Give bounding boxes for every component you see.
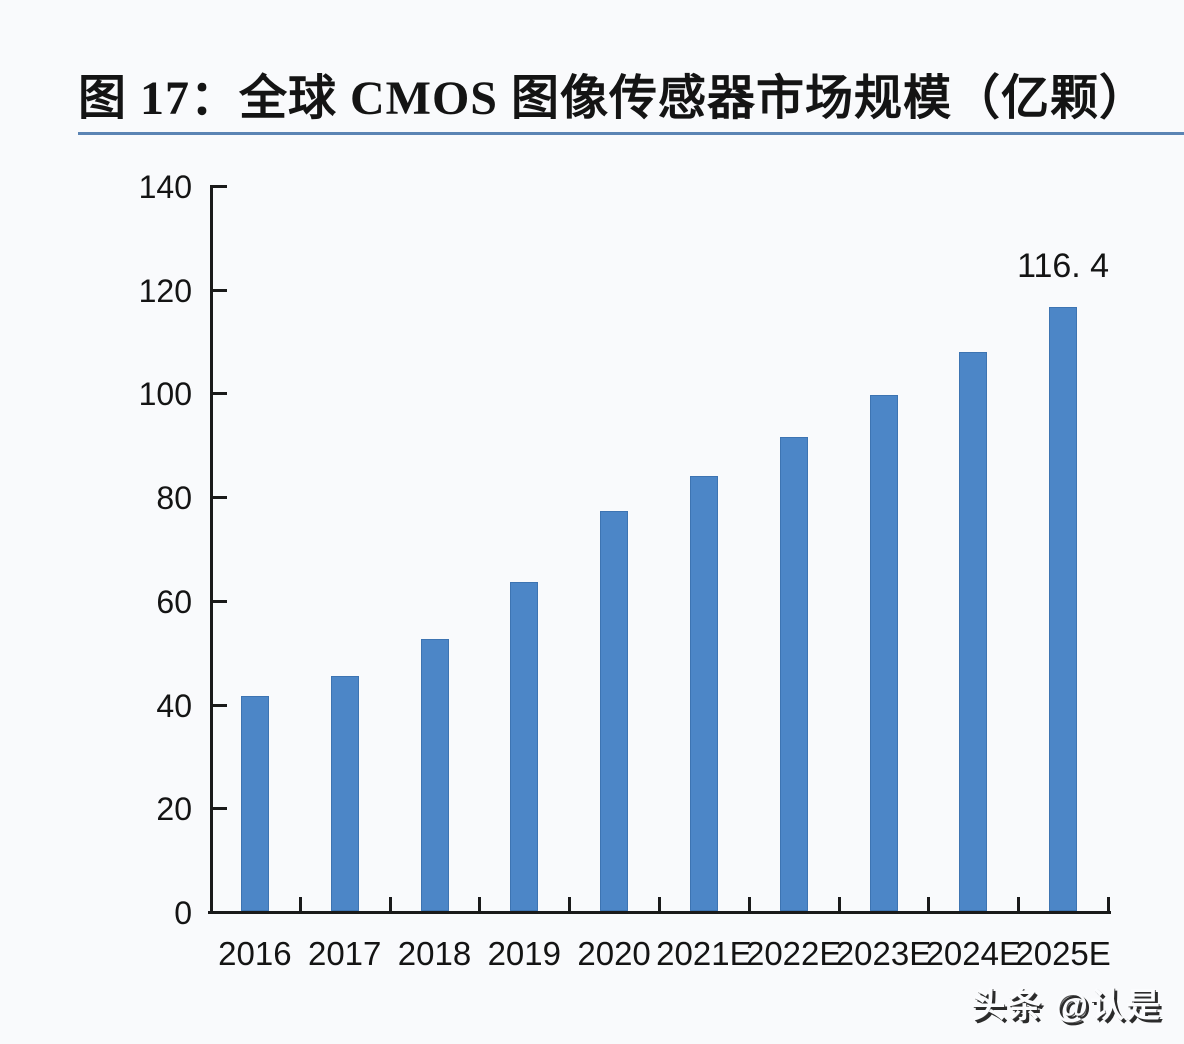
y-tick-label: 60 xyxy=(156,583,192,620)
y-tick-label: 40 xyxy=(156,687,192,724)
bar-2016 xyxy=(240,696,269,911)
y-tick-mark xyxy=(213,703,227,707)
bar-data-label: 116. 4 xyxy=(1017,247,1110,286)
x-tick-label: 2019 xyxy=(487,935,561,972)
x-tick-mark xyxy=(658,897,661,911)
x-tick-label: 2025E xyxy=(1015,935,1111,972)
y-tick-mark xyxy=(213,807,227,811)
x-tick-mark xyxy=(837,897,841,911)
x-tick-mark xyxy=(1107,897,1110,911)
bar-2024E xyxy=(959,352,988,911)
x-tick-mark xyxy=(478,897,482,911)
x-tick-label: 2023E xyxy=(835,935,932,972)
x-tick-mark xyxy=(747,897,751,911)
bar-2025E xyxy=(1049,307,1078,911)
x-tick-mark xyxy=(568,897,572,911)
y-tick-mark xyxy=(213,496,227,500)
y-tick-label: 80 xyxy=(156,480,192,517)
bar-2018 xyxy=(420,639,449,911)
y-tick-label: 0 xyxy=(174,895,192,931)
bar-2019 xyxy=(510,582,539,911)
x-tick-label: 2021E xyxy=(656,935,752,972)
x-axis xyxy=(208,911,1111,914)
bar-2021E xyxy=(689,475,718,911)
y-tick-label: 20 xyxy=(156,791,192,828)
bar-2017 xyxy=(330,675,359,911)
chart-title: 图 17：全球 CMOS 图像传感器市场规模（亿颗） xyxy=(78,72,1149,125)
bar-2020 xyxy=(600,510,629,911)
y-axis xyxy=(210,185,213,914)
y-tick-label: 100 xyxy=(138,376,192,413)
x-tick-mark xyxy=(298,897,302,911)
y-tick-mark xyxy=(213,288,227,292)
title-divider xyxy=(78,132,1184,135)
x-tick-label: 2018 xyxy=(397,935,472,972)
watermark: 头条 @认是 xyxy=(971,987,1162,1025)
y-tick-label: 140 xyxy=(138,169,192,205)
y-tick-mark xyxy=(213,392,227,396)
x-tick-mark xyxy=(927,897,931,911)
bar-2023E xyxy=(869,395,898,911)
x-tick-label: 2024E xyxy=(925,935,1022,972)
y-tick-mark xyxy=(213,599,227,603)
y-tick-mark xyxy=(213,185,227,188)
x-tick-label: 2022E xyxy=(745,935,842,972)
x-tick-label: 2016 xyxy=(218,935,292,972)
x-tick-label: 2020 xyxy=(577,935,651,972)
x-tick-label: 2017 xyxy=(307,935,382,972)
x-tick-mark xyxy=(1017,897,1021,911)
bar-2022E xyxy=(779,437,808,911)
y-tick-label: 120 xyxy=(138,272,192,309)
x-tick-mark xyxy=(388,897,392,911)
